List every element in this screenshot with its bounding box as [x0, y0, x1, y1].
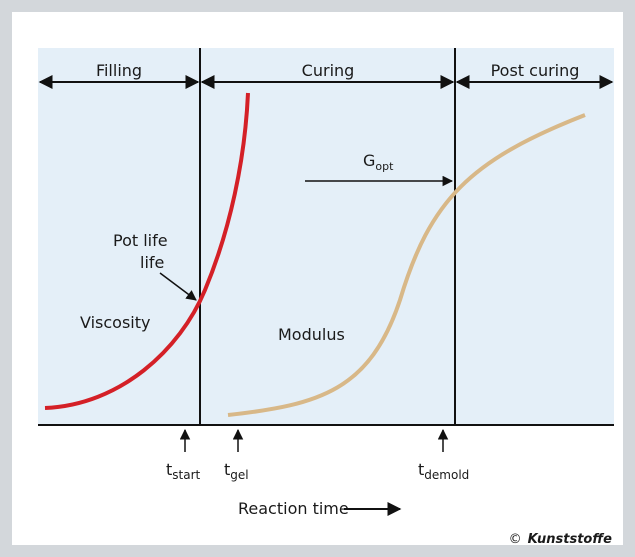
phase-label: Curing [302, 61, 355, 80]
subscript: start [172, 468, 200, 482]
credit-name: Kunststoffe [528, 532, 613, 547]
symbol: t [166, 460, 172, 479]
time-label: tgel [224, 460, 249, 482]
modulus-curve [227, 113, 586, 417]
symbol: t [418, 460, 424, 479]
axis-label: Reaction time [238, 499, 349, 518]
symbol: G [363, 151, 375, 170]
time-label: tstart [166, 460, 201, 482]
symbol: t [224, 460, 230, 479]
viscosity-curve [44, 92, 250, 410]
time-label: tdemold [418, 460, 469, 482]
annotation: Gopt [363, 151, 394, 173]
subscript: demold [424, 468, 469, 482]
subscript: opt [375, 160, 394, 173]
phase-label: Post curing [491, 61, 580, 80]
plot-area [38, 48, 614, 425]
curve-label: Modulus [278, 325, 345, 344]
credit: © Kunststoffe [509, 532, 613, 547]
credit-symbol: © [509, 532, 522, 547]
pointer [159, 272, 197, 301]
annotation: Pot life [113, 231, 168, 250]
phase-label: Filling [96, 61, 142, 80]
curve-label: Viscosity [80, 313, 150, 332]
annotation: life [140, 253, 164, 272]
subscript: gel [230, 468, 248, 482]
